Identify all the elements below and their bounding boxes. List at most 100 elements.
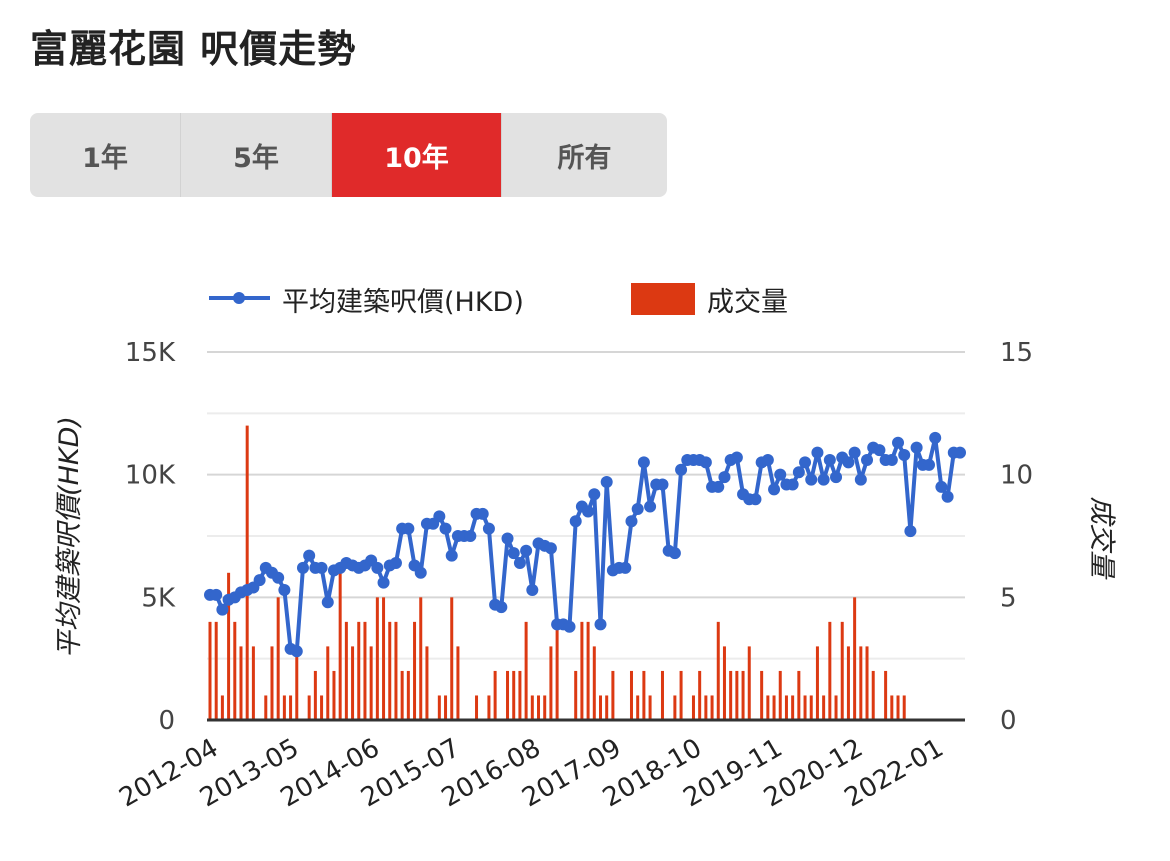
price-point — [600, 476, 613, 489]
tab-all[interactable]: 所有 — [557, 142, 612, 174]
price-point — [290, 645, 303, 658]
volume-bar — [846, 646, 850, 720]
volume-bar — [884, 670, 888, 720]
volume-bar — [735, 670, 739, 720]
volume-bar — [450, 597, 454, 720]
price-point — [445, 549, 458, 562]
price-point — [520, 544, 533, 557]
tab-5-years[interactable]: 5年 — [181, 113, 332, 197]
volume-bar — [245, 425, 249, 720]
volume-bar — [679, 670, 683, 720]
volume-bar — [493, 670, 497, 720]
volume-bar — [326, 646, 330, 720]
price-point — [464, 530, 477, 542]
price-point — [799, 456, 812, 469]
volume-bar — [357, 621, 361, 720]
price-point — [414, 566, 427, 579]
volume-bar — [506, 670, 510, 720]
price-point — [321, 596, 334, 609]
volume-bar — [760, 670, 764, 720]
price-point — [569, 515, 582, 528]
volume-bar — [642, 670, 646, 720]
price-point — [210, 588, 223, 601]
legend: 平均建築呎價(HKD) 成交量 — [209, 283, 788, 318]
volume-bar — [704, 695, 708, 720]
y-right-tick-label: 5 — [1000, 583, 1017, 613]
price-line-path — [210, 435, 960, 654]
volume-bar — [338, 572, 342, 720]
price-point — [786, 478, 799, 491]
volume-bar — [375, 597, 379, 720]
volume-bar — [214, 621, 218, 720]
volume-bar — [251, 646, 255, 720]
volume-bar — [840, 621, 844, 720]
price-point — [675, 463, 688, 476]
volume-bar — [660, 670, 664, 720]
price-point — [848, 446, 861, 459]
volume-bar — [413, 621, 417, 720]
price-point — [315, 561, 328, 574]
price-point — [712, 480, 725, 493]
volume-bar — [853, 597, 857, 720]
y-right-tick-label: 15 — [1000, 338, 1033, 368]
price-point — [631, 503, 644, 516]
volume-bars — [208, 425, 906, 720]
volume-bar — [691, 695, 695, 720]
volume-bar — [865, 646, 869, 720]
volume-bar — [629, 670, 633, 720]
volume-bar — [394, 621, 398, 720]
y-left-tick-label: 10K — [125, 461, 176, 491]
volume-bar — [698, 670, 702, 720]
volume-bar — [400, 670, 404, 720]
price-point — [625, 515, 638, 528]
volume-bar — [871, 670, 875, 720]
price-point — [272, 571, 285, 584]
price-point — [507, 547, 520, 560]
tab-1-year[interactable]: 1年 — [30, 113, 181, 197]
volume-bar — [729, 670, 733, 720]
volume-bar — [580, 621, 584, 720]
volume-bar — [437, 695, 441, 720]
page-title: 富麗花園 呎價走勢 — [30, 27, 357, 71]
volume-bar — [220, 695, 224, 720]
volume-bar — [239, 646, 243, 720]
volume-bar — [636, 695, 640, 720]
price-point — [526, 583, 539, 596]
volume-bar — [320, 695, 324, 720]
volume-bar — [295, 646, 299, 720]
price-point — [929, 431, 942, 444]
price-point — [563, 620, 576, 633]
price-point — [749, 493, 762, 506]
volume-bar — [673, 695, 677, 720]
legend-bar-swatch — [631, 283, 695, 315]
volume-bar — [264, 695, 268, 720]
volume-bar — [456, 646, 460, 720]
volume-bar — [809, 695, 813, 720]
price-point — [296, 561, 309, 574]
price-point — [513, 556, 526, 569]
volume-bar — [828, 621, 832, 720]
volume-bar — [784, 695, 788, 720]
volume-bar — [487, 695, 491, 720]
price-point — [873, 444, 886, 457]
y-right-tick-label: 0 — [1000, 706, 1017, 736]
tab-10-years[interactable]: 10年 — [332, 113, 502, 197]
price-point — [637, 456, 650, 469]
volume-bar — [815, 646, 819, 720]
price-point — [402, 522, 415, 535]
price-point — [216, 603, 229, 616]
price-point — [792, 466, 805, 479]
price-point — [544, 542, 557, 555]
volume-bar — [425, 646, 429, 720]
price-point — [619, 561, 632, 574]
grid-lines — [207, 351, 965, 660]
volume-bar — [444, 695, 448, 720]
price-point — [854, 473, 867, 486]
price-point — [377, 576, 390, 589]
price-point — [892, 436, 905, 449]
volume-bar — [382, 597, 386, 720]
volume-bar — [282, 695, 286, 720]
price-point — [439, 522, 452, 535]
price-line — [204, 431, 966, 658]
price-point — [730, 451, 743, 464]
